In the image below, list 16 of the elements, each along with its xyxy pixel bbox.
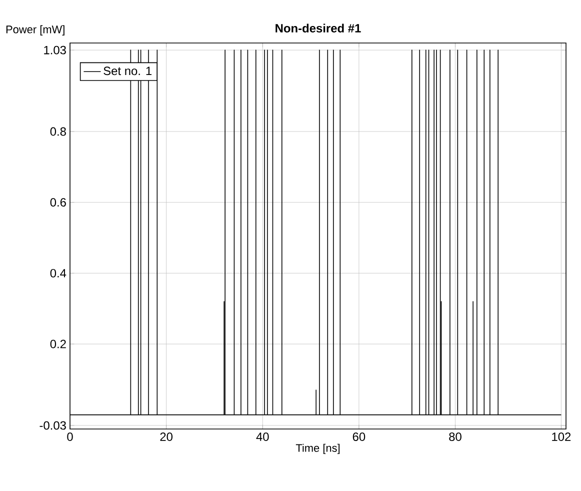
x-tick-label: 80 [449,432,462,441]
x-axis-title: Time [ns] [296,444,340,454]
y-axis-title: Power [mW] [6,25,64,36]
y-tick-label: -0.03 [40,421,66,430]
x-tick-label: 20 [160,432,172,441]
y-tick-label: 0.4 [50,268,66,278]
y-tick-label: 0.6 [50,198,66,207]
legend-label: Set no. 1 [104,66,152,76]
x-tick-label: 40 [256,432,269,441]
y-tick-label: 1.03 [44,46,66,54]
y-tick-label: 0.8 [50,127,66,136]
x-tick-label: 0 [67,432,73,441]
chart-title: Non-desired #1 [276,24,361,32]
x-tick-label: 102 [552,432,571,441]
y-tick-label: 0.2 [50,340,66,348]
x-tick-label: 60 [352,432,366,441]
